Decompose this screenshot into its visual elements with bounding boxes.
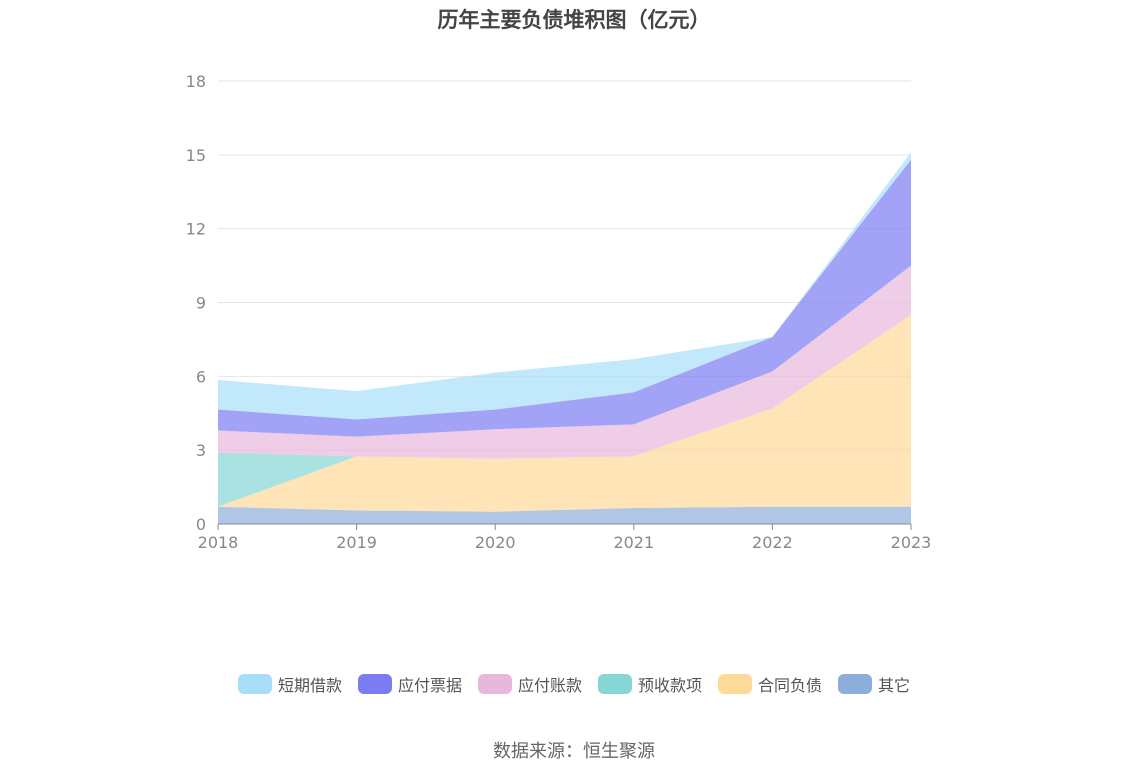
chart-title: 历年主要负债堆积图（亿元） <box>437 8 711 32</box>
legend-item[interactable]: 合同负债 <box>718 672 822 696</box>
legend-swatch <box>718 674 753 694</box>
legend-label: 合同负债 <box>758 676 823 695</box>
legend-item[interactable]: 短期借款 <box>237 672 342 696</box>
legend-swatch <box>477 674 512 694</box>
legend-label: 应付票据 <box>397 676 462 695</box>
legend-swatch <box>598 674 632 694</box>
x-tick-label: 2019 <box>336 533 377 552</box>
legend-label: 短期借款 <box>277 676 342 695</box>
y-tick-label: 0 <box>196 515 206 534</box>
chart-plot: 0 3 6 9 12 15 18 2018 2019 2020 2021 2022 2023 <box>186 72 932 552</box>
legend-label: 应付账款 <box>517 676 582 695</box>
data-source: 数据来源：恒生聚源 <box>493 741 655 762</box>
x-tick-label: 2018 <box>198 533 239 552</box>
legend-item[interactable]: 应付票据 <box>357 672 462 696</box>
chart-legend: 短期借款 应付票据 应付账款 预收款项 合同负债 其它 <box>0 672 1148 696</box>
x-tick-label: 2021 <box>613 533 654 552</box>
area-series-1 <box>218 314 911 512</box>
legend-item[interactable]: 应付账款 <box>477 672 582 696</box>
area-series-4 <box>218 159 911 437</box>
legend-label: 其它 <box>878 676 911 695</box>
y-tick-label: 9 <box>196 294 206 313</box>
area-series-0 <box>218 506 911 524</box>
x-tick-label: 2023 <box>891 533 932 552</box>
legend-label: 预收款项 <box>638 676 703 695</box>
y-tick-label: 6 <box>196 367 206 386</box>
legend-item[interactable]: 预收款项 <box>598 672 702 696</box>
y-tick-label: 12 <box>186 220 206 239</box>
legend-swatch <box>838 674 873 694</box>
y-tick-label: 15 <box>186 146 206 165</box>
y-tick-label: 18 <box>186 72 206 91</box>
area-series-5 <box>218 152 911 420</box>
legend-item[interactable]: 其它 <box>838 672 910 696</box>
legend-swatch <box>357 674 392 694</box>
x-tick-label: 2022 <box>752 533 793 552</box>
y-tick-label: 3 <box>196 441 206 460</box>
x-tick-label: 2020 <box>475 533 516 552</box>
area-series-3 <box>218 265 911 459</box>
legend-swatch <box>237 674 272 694</box>
